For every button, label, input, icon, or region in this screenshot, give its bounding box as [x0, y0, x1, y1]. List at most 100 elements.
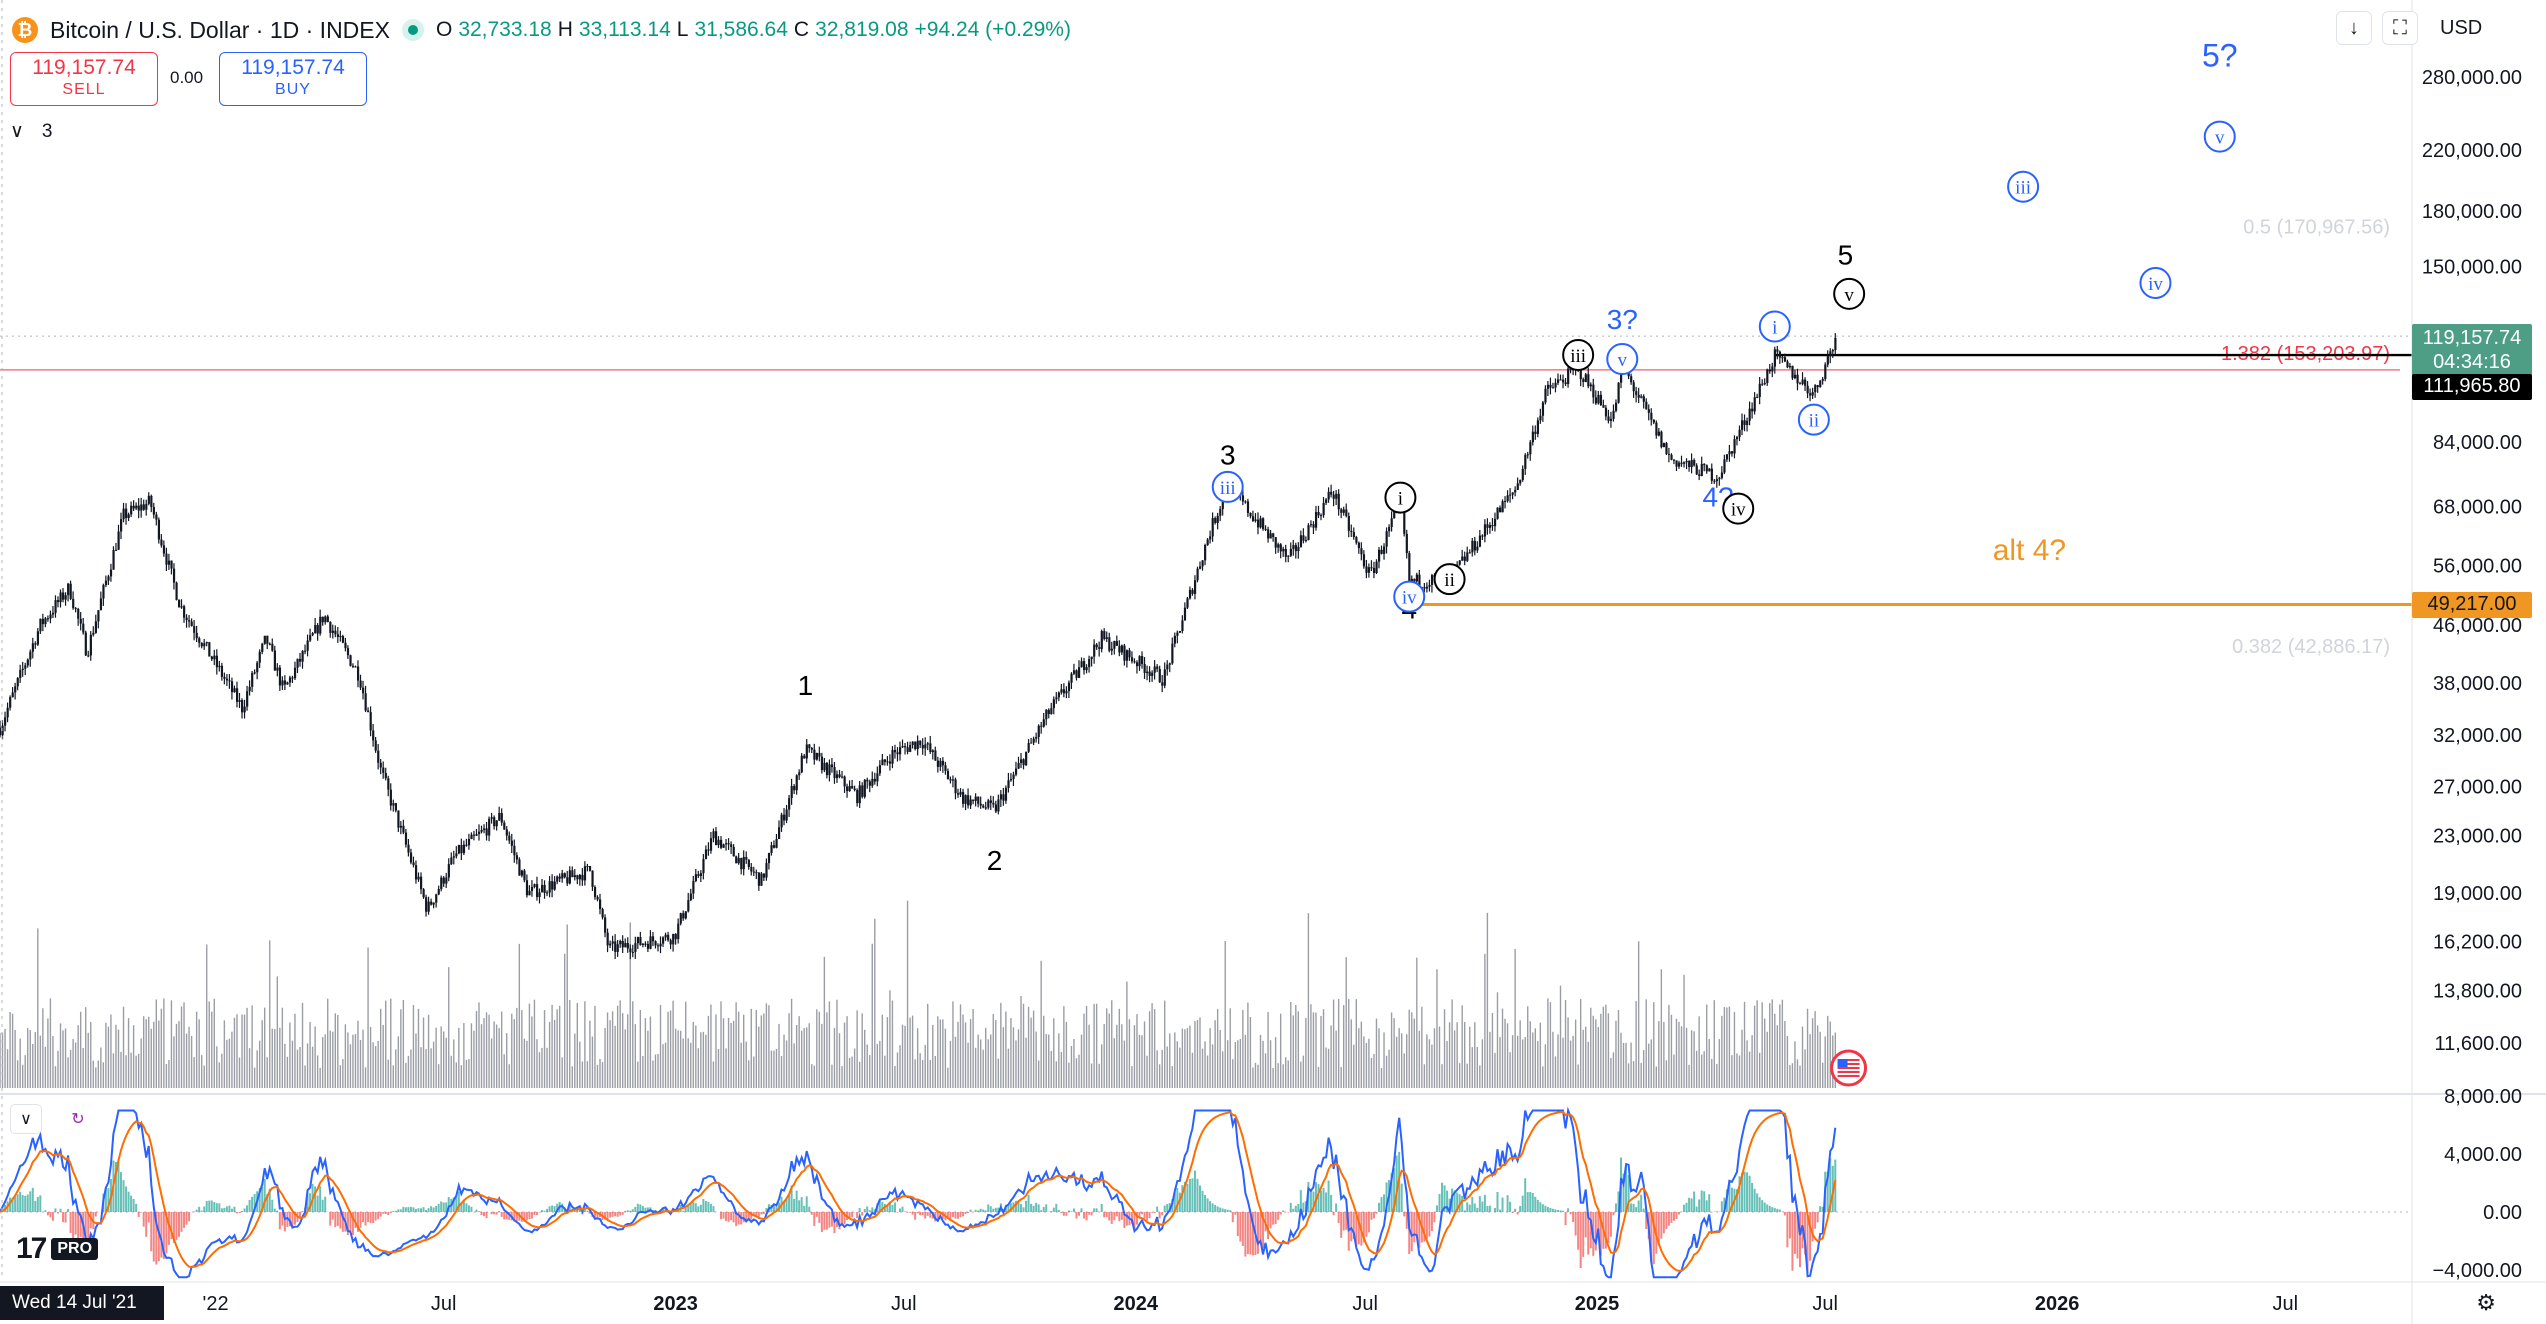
- candle-body: [896, 752, 899, 755]
- price-tick-label: 13,800.00: [2433, 980, 2522, 1002]
- candle-body: [490, 817, 493, 819]
- candle-body: [329, 621, 332, 633]
- candle-body: [472, 834, 476, 836]
- download-icon[interactable]: ↓: [2336, 11, 2372, 45]
- candle-body: [573, 875, 576, 878]
- candle-body: [853, 788, 856, 790]
- candle-body: [730, 844, 733, 847]
- candle-body: [717, 839, 720, 846]
- candle-body: [979, 803, 982, 806]
- candle-body: [364, 693, 367, 711]
- candle-body: [750, 866, 753, 872]
- candle-body: [571, 870, 574, 878]
- wave-label-text: v: [2215, 128, 2225, 149]
- candle-body: [523, 870, 526, 881]
- candle-body: [387, 778, 390, 790]
- candle-body: [1178, 631, 1182, 633]
- buy-button[interactable]: 119,157.74 BUY: [219, 52, 367, 106]
- price-tick-label: 180,000.00: [2422, 201, 2522, 223]
- candle-body: [626, 943, 629, 949]
- candle-body: [142, 504, 145, 510]
- candle-body: [1430, 575, 1434, 585]
- settings-gear-icon[interactable]: ⚙: [2476, 1290, 2496, 1315]
- candle-body: [321, 616, 324, 623]
- candle-body: [475, 834, 478, 836]
- candle-body: [977, 796, 980, 804]
- candle-body: [790, 786, 793, 799]
- candle-body: [1032, 738, 1035, 743]
- candle-body: [1579, 365, 1582, 380]
- candle-body: [248, 686, 251, 692]
- candle-body: [1216, 515, 1219, 523]
- candle-body: [1012, 774, 1015, 780]
- candle-body: [1680, 462, 1683, 464]
- ohlc-open-key: O: [435, 18, 453, 41]
- ohlc-open-value: 32,733.18: [458, 18, 552, 41]
- candle-body: [843, 776, 846, 787]
- indicator-collapse-row[interactable]: ∨ 3: [10, 120, 53, 143]
- osc-tick-label: 0.00: [2483, 1202, 2522, 1224]
- candle-body: [692, 881, 695, 894]
- candle-body: [893, 749, 897, 753]
- candle-body: [510, 840, 513, 846]
- candle-body: [1556, 379, 1560, 383]
- candle-body: [281, 680, 284, 686]
- tradingview-logo[interactable]: 17 PRO: [16, 1232, 99, 1266]
- candle-body: [56, 600, 60, 603]
- candle-body: [760, 873, 763, 886]
- candle-body: [1531, 431, 1534, 443]
- candle-body: [1065, 691, 1068, 694]
- candle-body: [1473, 540, 1476, 551]
- oscillator-chevron-down-icon[interactable]: ∨: [10, 1104, 42, 1134]
- candle-body: [972, 799, 975, 801]
- candle-body: [1214, 518, 1217, 523]
- candle-body: [755, 872, 758, 874]
- candle-body: [11, 692, 14, 698]
- candle-body: [1357, 542, 1361, 549]
- fullscreen-icon[interactable]: ⛶: [2382, 11, 2418, 45]
- wave-label-circle: [1797, 403, 1830, 436]
- candle-body: [1030, 742, 1033, 744]
- candle-body: [1504, 500, 1507, 502]
- symbol-title[interactable]: Bitcoin / U.S. Dollar · 1D · INDEX: [50, 16, 390, 43]
- sell-button[interactable]: 119,157.74 SELL: [10, 52, 158, 106]
- candle-body: [399, 825, 403, 828]
- candle-body: [503, 822, 506, 830]
- candle-body: [500, 812, 503, 823]
- candle-body: [808, 744, 811, 748]
- candle-body: [420, 876, 423, 890]
- candle-body: [384, 772, 387, 779]
- candle-body: [1562, 379, 1565, 383]
- candle-body: [283, 680, 287, 685]
- candle-body: [246, 691, 249, 707]
- candle-body: [1672, 459, 1676, 461]
- candle-body: [1083, 661, 1086, 671]
- candle-body: [1103, 631, 1106, 639]
- oscillator-cycle-icon[interactable]: ↻: [62, 1104, 94, 1134]
- candle-body: [130, 505, 133, 515]
- candle-body: [278, 667, 282, 686]
- price-tick-label: 280,000.00: [2422, 67, 2522, 89]
- candle-body: [1597, 394, 1600, 404]
- candle-body: [92, 632, 95, 635]
- us-flag-marker[interactable]: [1830, 1049, 1868, 1087]
- candle-body: [319, 616, 322, 634]
- chevron-down-icon[interactable]: ∨: [10, 121, 24, 142]
- candle-body: [629, 948, 632, 953]
- candle-body: [253, 672, 256, 674]
- candle-body: [457, 845, 461, 854]
- market-status-icon[interactable]: [401, 19, 424, 41]
- currency-selector[interactable]: USD: [2440, 16, 2483, 39]
- candle-body: [1052, 699, 1055, 709]
- fib-level-label-faint: 0.5 (170,967.56): [2243, 217, 2390, 239]
- candle-body: [1110, 648, 1113, 651]
- candle-body: [1541, 402, 1545, 416]
- wave-label-text: iii: [1570, 346, 1586, 367]
- buy-price: 119,157.74: [241, 56, 345, 79]
- candle-body: [104, 580, 108, 586]
- candle-body: [659, 943, 662, 947]
- candle-body: [465, 844, 468, 846]
- wave-label-circle: [1562, 338, 1595, 371]
- candle-body: [1662, 443, 1666, 448]
